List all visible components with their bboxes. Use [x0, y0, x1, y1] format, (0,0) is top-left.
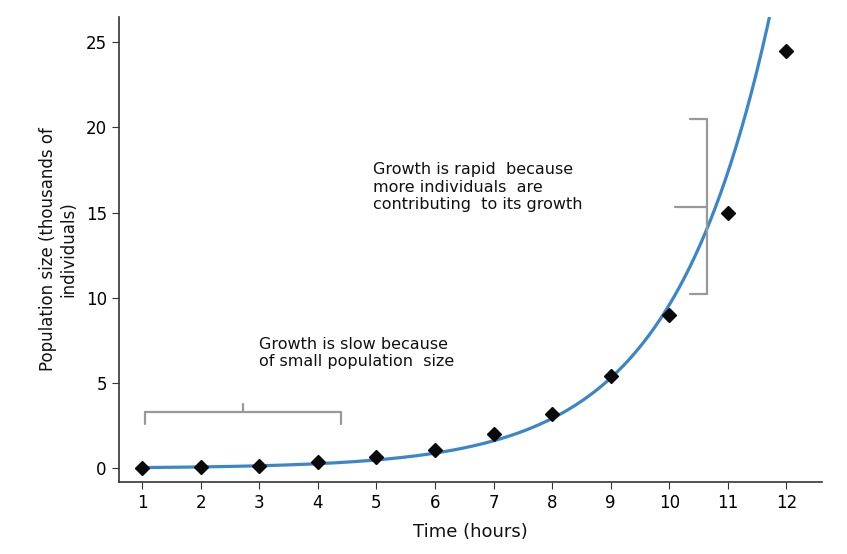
- Text: Growth is slow because
of small population  size: Growth is slow because of small populati…: [259, 337, 455, 370]
- X-axis label: Time (hours): Time (hours): [412, 523, 528, 541]
- Y-axis label: Population size (thousands of
individuals): Population size (thousands of individual…: [38, 127, 77, 371]
- Text: Growth is rapid  because
more individuals  are
contributing  to its growth: Growth is rapid because more individuals…: [374, 162, 583, 212]
